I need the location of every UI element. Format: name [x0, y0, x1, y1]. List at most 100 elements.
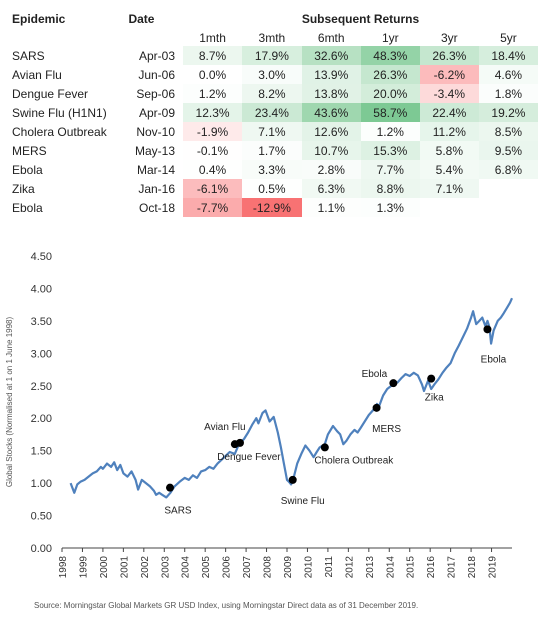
y-tick-label: 4.00	[31, 283, 52, 295]
return-cell: 19.2%	[478, 103, 538, 122]
epidemic-name: Cholera Outbreak	[12, 124, 107, 139]
source-note: Source: Morningstar Global Markets GR US…	[34, 601, 419, 610]
period-header: 3yr	[441, 31, 458, 45]
epidemic-date: Apr-09	[139, 105, 176, 120]
return-cell: 1.8%	[478, 84, 538, 103]
epidemic-name: Ebola	[12, 200, 43, 215]
stock-series-line	[69, 297, 514, 499]
return-cell: 17.9%	[242, 46, 302, 65]
return-cell: 32.6%	[301, 46, 361, 65]
header-subsequent-returns: Subsequent Returns	[301, 12, 420, 26]
y-tick-label: 2.00	[31, 413, 52, 425]
epidemic-date: Nov-10	[136, 124, 176, 139]
x-tick-label: 2016	[426, 556, 437, 579]
epidemic-name: Ebola	[12, 162, 43, 177]
period-spacer	[8, 30, 124, 46]
header-epidemic: Epidemic	[12, 12, 66, 26]
return-cell	[479, 179, 538, 198]
event-marker	[235, 438, 244, 447]
table-row: Avian Flu Jun-06 0.0% 3.0% 13.9% 26.3% -6.2% 4.…	[8, 65, 538, 84]
table-header-row: Epidemic Date Subsequent Returns	[8, 8, 538, 30]
return-cell: 58.7%	[360, 103, 420, 122]
event-label: Dengue Fever	[217, 452, 281, 463]
return-cell: 23.4%	[242, 103, 302, 122]
return-cell: 13.8%	[301, 84, 361, 103]
return-cell: 7.7%	[360, 160, 420, 179]
return-cell: 7.1%	[242, 122, 302, 141]
epidemic-name: Avian Flu	[12, 67, 62, 82]
epidemic-name: Swine Flu (H1N1)	[12, 105, 107, 120]
x-tick-label: 2001	[119, 556, 130, 579]
return-cell: 6.3%	[301, 179, 361, 198]
table-row: MERS May-13 -0.1% 1.7% 10.7% 15.3% 5.8% 9.5%	[8, 141, 538, 160]
return-cell: 18.4%	[478, 46, 538, 65]
period-header: 3mth	[258, 31, 286, 45]
x-tick-label: 2019	[488, 556, 499, 579]
return-cell: -12.9%	[242, 198, 302, 217]
x-tick-label: 2002	[140, 556, 151, 579]
return-cell: 11.2%	[419, 122, 479, 141]
event-marker	[166, 483, 174, 492]
return-cell: 15.3%	[360, 141, 420, 160]
x-tick-label: 2005	[201, 556, 212, 579]
return-cell: 4.6%	[478, 65, 538, 84]
y-tick-label: 0.00	[31, 543, 52, 555]
epidemic-date: Apr-03	[139, 48, 176, 63]
x-tick-label: 2009	[283, 556, 294, 579]
period-header: 1yr	[381, 31, 399, 45]
return-cell: 48.3%	[360, 46, 420, 65]
epidemic-name: Zika	[12, 181, 35, 196]
return-cell: 26.3%	[360, 65, 420, 84]
y-axis-title: Global Stocks (Normalised at 1 on 1 June…	[5, 317, 14, 488]
x-tick-label: 2010	[303, 556, 314, 579]
return-cell: 1.1%	[301, 198, 361, 217]
return-cell: -6.2%	[419, 65, 479, 84]
event-marker	[389, 379, 398, 388]
return-cell: 2.8%	[301, 160, 361, 179]
event-label: Swine Flu	[281, 496, 325, 507]
return-cell: 5.4%	[419, 160, 479, 179]
x-tick-label: 2008	[263, 556, 274, 579]
return-cell: 8.7%	[183, 46, 243, 65]
y-tick-label: 3.00	[31, 348, 52, 360]
event-marker	[372, 403, 381, 412]
return-cell: -7.7%	[183, 198, 243, 217]
event-label: Ebola	[481, 354, 507, 365]
x-tick-label: 2003	[160, 556, 171, 579]
y-tick-label: 1.00	[31, 478, 52, 490]
returns-table-container: Epidemic Date Subsequent Returns 1mth 3m…	[8, 8, 538, 217]
event-label: Avian Flu	[204, 422, 246, 433]
epidemic-date: Oct-18	[139, 200, 176, 215]
return-cell: 13.9%	[301, 65, 361, 84]
return-cell: 43.6%	[301, 103, 361, 122]
table-row: Dengue Fever Sep-06 1.2% 8.2% 13.8% 20.0% -3.4…	[8, 84, 538, 103]
header-date: Date	[128, 12, 155, 26]
table-row: Ebola Oct-18 -7.7% -12.9% 1.1% 1.3%	[8, 198, 538, 217]
return-cell: 26.3%	[419, 46, 479, 65]
return-cell: -0.1%	[183, 141, 243, 160]
return-cell: 7.1%	[419, 179, 479, 198]
return-cell: 10.7%	[301, 141, 361, 160]
x-tick-label: 2012	[344, 556, 355, 579]
x-tick-label: 2017	[447, 556, 458, 579]
epidemic-date: Mar-14	[137, 162, 176, 177]
y-tick-label: 1.50	[31, 446, 52, 458]
return-cell: 12.6%	[301, 122, 361, 141]
period-header: 6mth	[317, 31, 345, 45]
epidemic-date: Jan-16	[138, 181, 176, 196]
period-spacer	[124, 30, 183, 46]
y-tick-label: 3.50	[31, 316, 52, 328]
x-tick-label: 2000	[99, 556, 110, 579]
return-cell: 1.7%	[242, 141, 302, 160]
return-cell: 1.2%	[360, 122, 420, 141]
x-tick-label: 2015	[406, 556, 417, 579]
x-tick-label: 2007	[242, 556, 253, 579]
table-row: Zika Jan-16 -6.1% 0.5% 6.3% 8.8% 7.1%	[8, 179, 538, 198]
x-tick-label: 2006	[222, 556, 233, 579]
table-row: Cholera Outbreak Nov-10 -1.9% 7.1% 12.6% 1.2%…	[8, 122, 538, 141]
return-cell: 12.3%	[183, 103, 243, 122]
event-label: Ebola	[362, 369, 388, 380]
epidemic-name: SARS	[12, 48, 45, 63]
x-tick-label: 1998	[58, 556, 69, 579]
event-label: Zika	[425, 393, 444, 404]
